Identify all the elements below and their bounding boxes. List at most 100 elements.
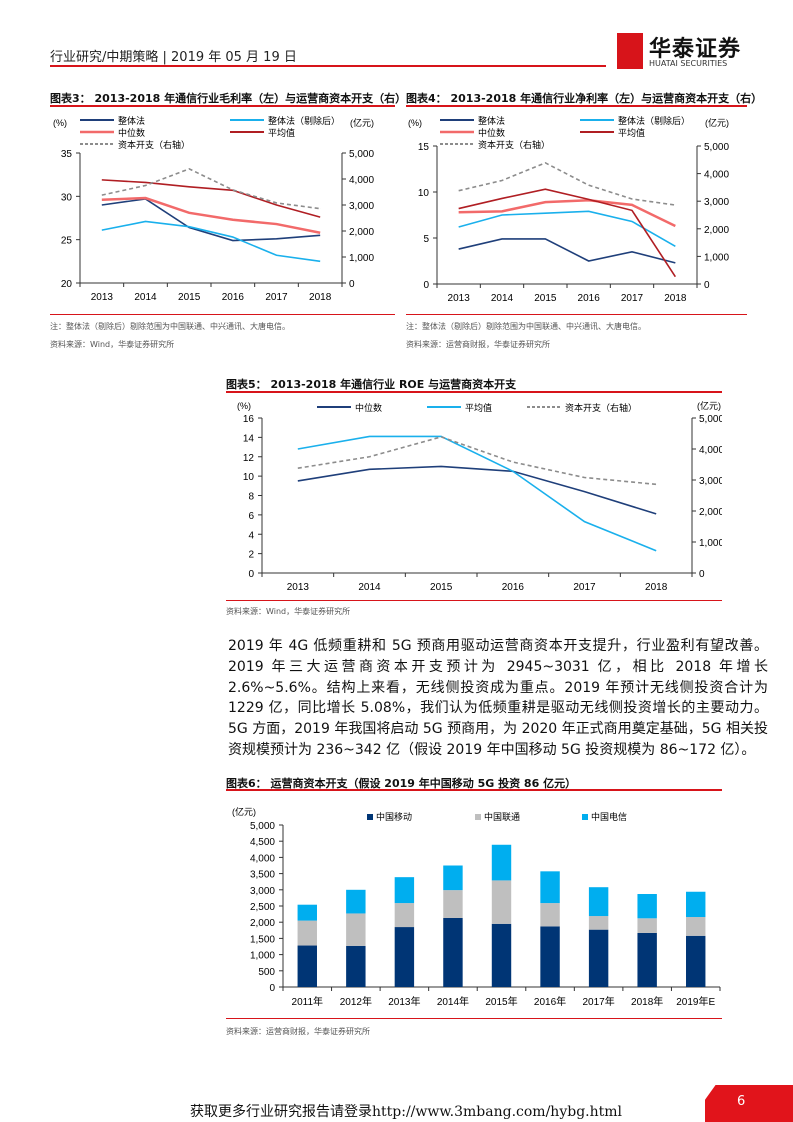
y-tick-label: 0 bbox=[423, 280, 429, 291]
x-tick-label: 2013 bbox=[287, 582, 310, 593]
x-tick-label: 2017 bbox=[265, 292, 288, 303]
x-tick-label: 2018年 bbox=[631, 995, 663, 1008]
series-line-4 bbox=[101, 167, 321, 210]
footer-link-text[interactable]: 获取更多行业研究报告请登录http://www.3mbang.com/hybg.… bbox=[190, 1104, 622, 1120]
y-tick-label: 6 bbox=[248, 511, 254, 522]
bar-1 bbox=[686, 917, 706, 936]
bar-1 bbox=[491, 880, 512, 924]
bar-0 bbox=[346, 945, 366, 987]
y-tick-label: 4,500 bbox=[250, 837, 275, 848]
series-line-0 bbox=[297, 465, 657, 515]
y2-axis-label: (亿元) bbox=[350, 117, 374, 128]
y2-tick-label: 4,000 bbox=[704, 170, 729, 181]
bar-1 bbox=[394, 903, 415, 928]
bar-0 bbox=[491, 923, 512, 987]
legend-label: 平均值 bbox=[465, 402, 492, 413]
bar-2 bbox=[394, 877, 415, 904]
fig4-bottom-rule bbox=[406, 314, 747, 315]
y-tick-label: 1,000 bbox=[250, 951, 275, 962]
x-tick-label: 2012年 bbox=[340, 995, 372, 1008]
x-tick-label: 2015 bbox=[178, 292, 201, 303]
x-tick-label: 2011年 bbox=[292, 995, 324, 1008]
y2-tick-label: 4,000 bbox=[699, 445, 722, 456]
series-line-3 bbox=[101, 179, 321, 218]
fig6-bottom-rule bbox=[226, 1018, 722, 1019]
legend-label: 整体法（剔除后） bbox=[268, 115, 340, 126]
legend-label: 整体法 bbox=[478, 115, 505, 126]
legend-label: 中国电信 bbox=[591, 811, 627, 822]
y2-tick-label: 2,000 bbox=[699, 507, 722, 518]
fig5-source: 资料来源：Wind，华泰证券研究所 bbox=[226, 607, 351, 616]
x-tick-label: 2017 bbox=[621, 293, 644, 304]
y-tick-label: 35 bbox=[61, 149, 73, 160]
y2-tick-label: 0 bbox=[349, 279, 355, 290]
x-tick-label: 2015 bbox=[430, 582, 453, 593]
y2-tick-label: 2,000 bbox=[349, 227, 374, 238]
y-tick-label: 10 bbox=[418, 188, 430, 199]
bar-1 bbox=[540, 903, 560, 927]
x-tick-label: 2016 bbox=[578, 293, 601, 304]
fig4-source: 资料来源：运营商财报，华泰证券研究所 bbox=[406, 340, 550, 349]
series-line-1 bbox=[101, 220, 321, 263]
y2-tick-label: 5,000 bbox=[699, 414, 722, 425]
y-tick-label: 16 bbox=[243, 414, 255, 425]
x-tick-label: 2014 bbox=[134, 292, 157, 303]
bar-0 bbox=[443, 917, 463, 987]
x-tick-label: 2016年 bbox=[534, 995, 566, 1008]
bar-2 bbox=[637, 894, 657, 919]
x-tick-label: 2015 bbox=[534, 293, 557, 304]
fig6-source: 资料来源：运营商财报，华泰证券研究所 bbox=[226, 1027, 370, 1036]
legend-swatch bbox=[367, 814, 373, 820]
series-line-0 bbox=[101, 198, 321, 242]
y2-axis-label: (亿元) bbox=[697, 400, 721, 411]
y-axis-label: (%) bbox=[408, 118, 422, 128]
bar-2 bbox=[297, 904, 317, 921]
legend-label: 平均值 bbox=[618, 127, 645, 138]
y2-tick-label: 3,000 bbox=[704, 197, 729, 208]
header-divider bbox=[50, 65, 606, 67]
x-tick-label: 2018 bbox=[309, 292, 332, 303]
y-tick-label: 3,500 bbox=[250, 870, 275, 881]
y-tick-label: 2 bbox=[248, 550, 254, 561]
series-line-1 bbox=[458, 210, 676, 247]
y2-tick-label: 1,000 bbox=[699, 538, 722, 549]
y-axis-label: (%) bbox=[53, 118, 67, 128]
y-tick-label: 30 bbox=[61, 192, 73, 203]
bar-1 bbox=[637, 918, 657, 933]
y2-tick-label: 0 bbox=[699, 569, 705, 580]
bar-2 bbox=[540, 871, 560, 904]
y2-tick-label: 5,000 bbox=[349, 149, 374, 160]
x-tick-label: 2017年 bbox=[582, 995, 614, 1008]
series-line-2 bbox=[458, 199, 676, 228]
y-tick-label: 0 bbox=[269, 983, 275, 994]
page-tab bbox=[705, 1085, 793, 1122]
fig3-chart: 20 25 30 35 0 1,000 2,000 3,000 4,000 5,000 2013 20… bbox=[53, 115, 374, 303]
series-line-2 bbox=[297, 436, 657, 486]
bar-1 bbox=[588, 916, 609, 930]
fig4-note: 注：整体法（剔除后）剔除范围为中国联通、中兴通讯、大唐电信。 bbox=[406, 322, 646, 331]
y-tick-label: 2,500 bbox=[250, 902, 275, 913]
y2-tick-label: 3,000 bbox=[349, 201, 374, 212]
x-tick-label: 2014年 bbox=[437, 995, 469, 1008]
fig3-source: 资料来源：Wind，华泰证券研究所 bbox=[50, 340, 175, 349]
x-tick-label: 2017 bbox=[573, 582, 596, 593]
legend-label: 整体法 bbox=[118, 115, 145, 126]
y2-tick-label: 5,000 bbox=[704, 142, 729, 153]
legend-label: 资本开支（右轴） bbox=[478, 139, 550, 150]
legend-label: 资本开支（右轴） bbox=[118, 139, 190, 150]
logo-en: HUATAI SECURITIES bbox=[649, 59, 728, 68]
series-line-2 bbox=[101, 196, 321, 234]
x-tick-label: 2015年 bbox=[485, 995, 517, 1008]
legend-label: 中位数 bbox=[355, 402, 382, 413]
bar-1 bbox=[443, 890, 463, 918]
legend-label: 中国联通 bbox=[484, 811, 520, 822]
y-tick-label: 14 bbox=[243, 433, 255, 444]
y-tick-label: 500 bbox=[258, 967, 275, 978]
x-tick-label: 2016 bbox=[222, 292, 245, 303]
y-tick-label: 8 bbox=[248, 492, 254, 503]
x-tick-label: 2014 bbox=[491, 293, 514, 304]
company-logo: 华泰证券 HUATAI SECURITIES bbox=[617, 33, 747, 73]
fig5-chart: 0 2 4 6 8 10 12 14 16 0 1,000 2,000 3,000 4,000 5,000 2… bbox=[237, 400, 722, 593]
bar-0 bbox=[540, 926, 560, 987]
legend-label: 中位数 bbox=[118, 127, 145, 138]
